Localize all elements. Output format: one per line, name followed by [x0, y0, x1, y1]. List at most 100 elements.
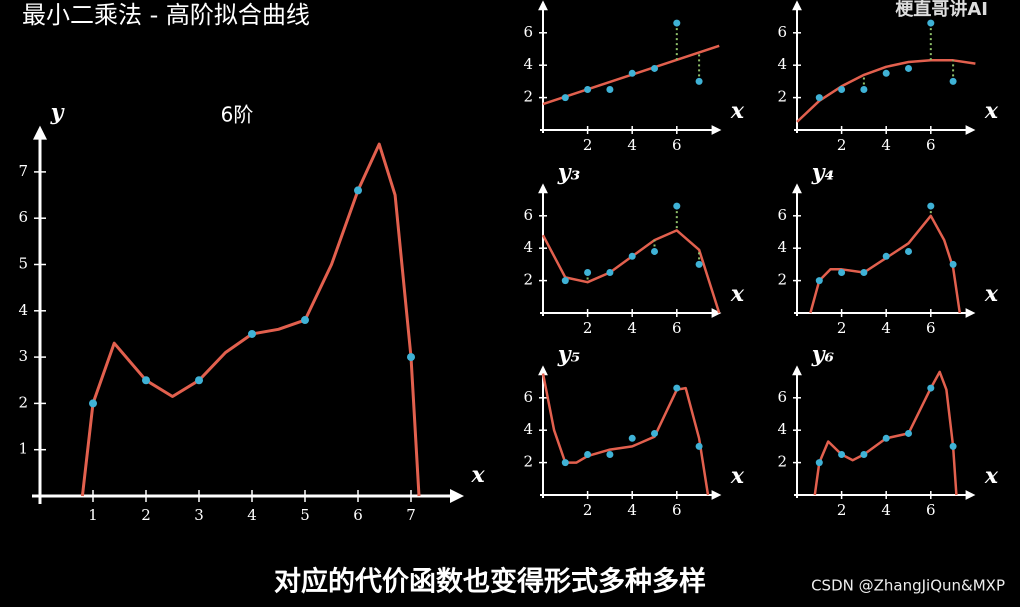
y-axis-label: y₄ — [811, 159, 834, 185]
x-axis-label: x — [730, 463, 745, 489]
y-tick-label: 6 — [523, 206, 533, 224]
arrow — [965, 490, 976, 500]
y-tick-label: 4 — [777, 238, 787, 256]
y-axis-label: y₆ — [811, 341, 834, 367]
y-tick-label: 2 — [18, 393, 28, 411]
data-point — [927, 19, 935, 27]
y-tick-label: 6 — [18, 208, 28, 226]
data-point — [882, 434, 890, 442]
y-tick-label: 2 — [777, 453, 787, 471]
data-point — [695, 260, 703, 268]
x-tick-label: 4 — [627, 319, 637, 337]
data-point — [301, 316, 309, 325]
data-point — [606, 269, 614, 276]
data-point — [905, 64, 912, 72]
x-axis-label: x — [730, 281, 745, 307]
fit-curve — [809, 214, 962, 314]
data-point — [838, 86, 846, 93]
arrow — [792, 183, 802, 194]
x-axis-label: x — [730, 98, 745, 124]
y-axis-label: y₅ — [557, 341, 580, 367]
y-axis-label: y — [50, 100, 66, 126]
arrow — [711, 125, 722, 135]
data-point — [949, 77, 957, 85]
y-axis-label: y₃ — [557, 159, 581, 185]
data-point — [815, 94, 823, 102]
arrow — [792, 365, 802, 376]
arrow — [965, 308, 976, 318]
data-point — [905, 247, 912, 255]
arrow — [711, 308, 722, 318]
x-tick-label: 6 — [353, 506, 363, 524]
fit-curve — [80, 142, 421, 497]
x-tick-label: 6 — [926, 136, 936, 154]
data-point — [195, 376, 203, 385]
y-tick-label: 7 — [18, 162, 28, 180]
data-point — [584, 269, 592, 276]
fit-curve — [796, 59, 976, 123]
y-tick-label: 2 — [523, 271, 533, 289]
data-point — [142, 376, 150, 385]
y-tick-label: 4 — [18, 301, 28, 319]
data-point — [860, 269, 868, 276]
page-title: 最小二乘法 - 高阶拟合曲线 — [22, 1, 310, 29]
x-tick-label: 4 — [881, 501, 891, 519]
x-tick-label: 6 — [672, 319, 682, 337]
y-tick-label: 6 — [777, 206, 787, 224]
data-point — [606, 86, 614, 93]
data-point — [882, 69, 890, 77]
y-tick-label: 5 — [18, 255, 28, 273]
data-point — [561, 277, 569, 285]
x-tick-label: 2 — [583, 501, 593, 519]
data-point — [695, 77, 703, 85]
data-point — [628, 252, 636, 260]
data-point — [354, 186, 362, 195]
x-tick-label: 6 — [672, 136, 682, 154]
data-point — [628, 69, 636, 77]
data-point — [673, 19, 681, 27]
data-point — [927, 202, 935, 210]
arrow — [711, 490, 722, 500]
data-point — [860, 451, 868, 458]
y-tick-label: 6 — [777, 23, 787, 41]
y-tick-label: 4 — [777, 420, 787, 438]
y-tick-label: 4 — [777, 55, 787, 73]
x-axis-label: x — [984, 98, 999, 124]
data-point — [673, 384, 681, 392]
data-point — [248, 329, 256, 338]
data-point — [651, 429, 658, 437]
x-tick-label: 2 — [837, 501, 847, 519]
y-tick-label: 2 — [523, 88, 533, 106]
data-point — [651, 64, 658, 72]
x-tick-label: 4 — [881, 136, 891, 154]
data-point — [695, 442, 703, 450]
x-tick-label: 6 — [926, 319, 936, 337]
data-point — [651, 247, 658, 255]
y-tick-label: 6 — [777, 388, 787, 406]
watermark: 梗直哥讲AI — [895, 0, 988, 20]
data-point — [860, 86, 868, 93]
x-tick-label: 4 — [247, 506, 257, 524]
y-tick-label: 4 — [523, 238, 533, 256]
data-point — [949, 260, 957, 268]
x-tick-label: 2 — [583, 319, 593, 337]
arrow — [450, 489, 464, 503]
y-tick-label: 1 — [18, 440, 28, 458]
x-axis-label: x — [470, 462, 485, 488]
x-tick-label: 7 — [406, 506, 416, 524]
x-tick-label: 2 — [583, 136, 593, 154]
x-tick-label: 5 — [300, 506, 310, 524]
data-point — [673, 202, 681, 210]
x-tick-label: 2 — [837, 319, 847, 337]
data-point — [89, 399, 97, 408]
fit-curve — [541, 373, 710, 496]
data-point — [584, 86, 592, 93]
x-axis-label: x — [984, 281, 999, 307]
y-tick-label: 2 — [523, 453, 533, 471]
y-tick-label: 3 — [18, 347, 28, 365]
y-tick-label: 6 — [523, 23, 533, 41]
data-point — [882, 252, 890, 260]
data-point — [584, 451, 592, 458]
x-tick-label: 1 — [88, 506, 98, 524]
chart-title: 6阶 — [221, 103, 254, 127]
